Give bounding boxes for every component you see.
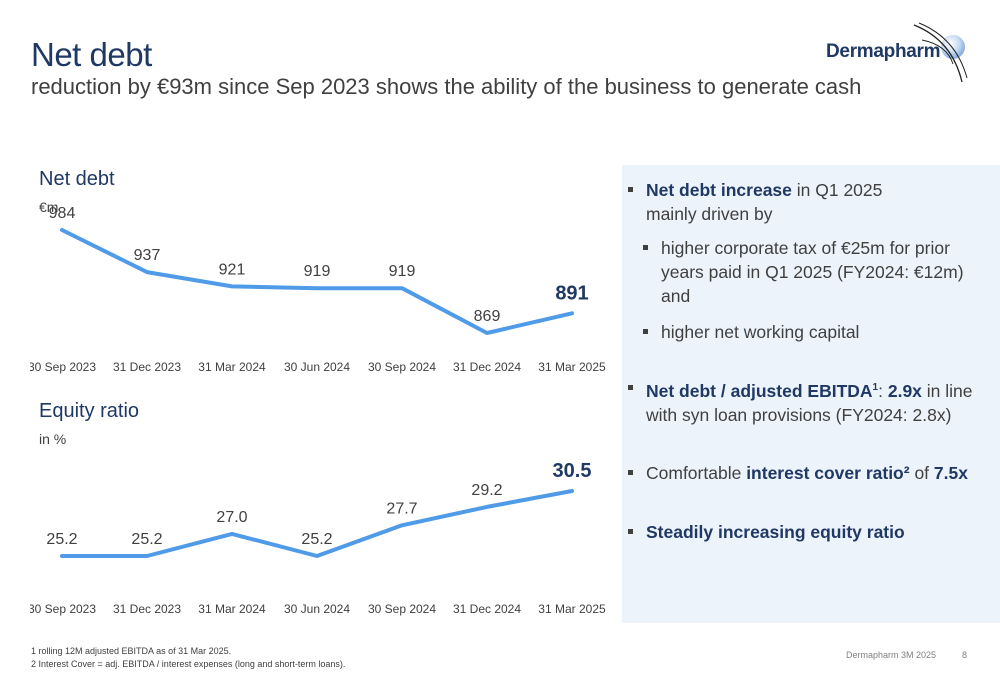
bullet-equity-ratio: Steadily increasing equity ratio xyxy=(628,520,905,544)
chart-title: Net debt xyxy=(39,168,115,190)
data-label: 30.5 xyxy=(553,460,592,482)
bullet-icon xyxy=(643,245,648,250)
footnote-1: 1 rolling 12M adjusted EBITDA as of 31 M… xyxy=(31,646,232,656)
page-title: Net debt xyxy=(31,36,152,73)
chart-unit: €m xyxy=(39,199,59,215)
page-number: 8 xyxy=(962,650,968,660)
logo-swoosh-icon xyxy=(913,22,968,83)
bullet-leverage: Net debt / adjusted EBITDA1: 2.9x in lin… xyxy=(628,376,973,427)
data-label: 25.2 xyxy=(301,531,332,548)
x-tick-label: 31 Mar 2025 xyxy=(538,360,606,374)
net-debt-chart: Net debt €m 984 30 Sep 2023 937 31 Dec 2023… xyxy=(30,168,620,378)
data-label: 921 xyxy=(219,261,246,278)
x-tick-label: 30 Jun 2024 xyxy=(284,360,350,374)
bullet-icon xyxy=(628,529,633,534)
logo-text: Dermapharm xyxy=(826,41,941,62)
bullet-icon xyxy=(628,470,633,475)
data-label: 891 xyxy=(555,282,588,304)
x-tick-label: 31 Dec 2023 xyxy=(113,360,181,374)
bullet-net-debt-increase: Net debt increase in Q1 2025 mainly driv… xyxy=(628,178,882,226)
bullet-interest-cover: Comfortable interest cover ratio² of 7.5… xyxy=(628,461,968,485)
x-tick-label: 31 Dec 2023 xyxy=(113,602,181,616)
data-label: 919 xyxy=(304,263,331,280)
chart-title: Equity ratio xyxy=(39,400,140,422)
x-tick-label: 31 Dec 2024 xyxy=(453,602,521,616)
x-tick-label: 30 Sep 2023 xyxy=(30,602,96,616)
x-tick-label: 30 Sep 2023 xyxy=(30,360,96,374)
data-label: 937 xyxy=(134,247,161,264)
footer-source: Dermapharm 3M 2025 xyxy=(846,650,937,660)
data-label: 27.7 xyxy=(386,500,417,517)
sub-bullet-working-capital: higher net working capital xyxy=(643,320,859,344)
data-label: 29.2 xyxy=(471,482,502,499)
equity-ratio-chart: Equity ratio in % 25.2 30 Sep 2023 25.2 31 … xyxy=(30,400,620,622)
x-tick-label: 30 Sep 2024 xyxy=(368,602,436,616)
x-tick-label: 31 Dec 2024 xyxy=(453,360,521,374)
bullet-icon xyxy=(628,187,633,192)
data-label: 984 xyxy=(49,205,76,222)
x-tick-label: 30 Sep 2024 xyxy=(368,360,436,374)
sub-bullet-corporate-tax: higher corporate tax of €25m for prior y… xyxy=(643,236,964,308)
footnotes: 1 rolling 12M adjusted EBITDA as of 31 M… xyxy=(31,645,345,671)
equity-ratio-chart-svg: 25.2 30 Sep 2023 25.2 31 Dec 2023 27.0 31 Mar… xyxy=(30,460,606,616)
bullet-icon xyxy=(628,385,633,390)
bullet-icon xyxy=(643,329,648,334)
x-tick-label: 30 Jun 2024 xyxy=(284,602,350,616)
x-tick-label: 31 Mar 2024 xyxy=(198,602,266,616)
net-debt-chart-svg: 984 30 Sep 2023 937 31 Dec 2023 921 31 Mar 20… xyxy=(30,205,606,374)
dermapharm-logo: Dermapharm xyxy=(822,20,972,90)
data-label: 919 xyxy=(389,263,416,280)
x-tick-label: 31 Mar 2025 xyxy=(538,602,606,616)
data-label: 869 xyxy=(474,308,501,325)
data-label: 27.0 xyxy=(216,509,247,526)
chart-unit: in % xyxy=(39,431,67,447)
footnote-2: 2 Interest Cover = adj. EBITDA / interes… xyxy=(31,659,346,669)
data-label: 25.2 xyxy=(131,531,162,548)
data-label: 25.2 xyxy=(46,531,77,548)
key-points-panel: Net debt increase in Q1 2025 mainly driv… xyxy=(622,165,1000,623)
x-tick-label: 31 Mar 2024 xyxy=(198,360,266,374)
page-subtitle: reduction by €93m since Sep 2023 shows t… xyxy=(31,74,862,99)
